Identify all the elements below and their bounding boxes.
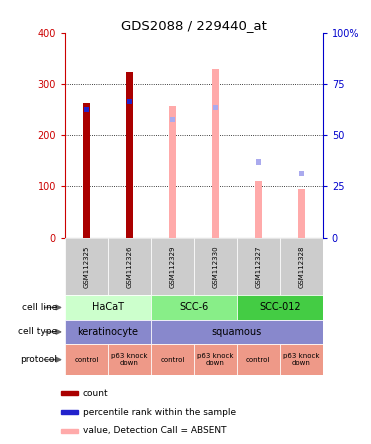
Bar	[280, 238, 323, 295]
Bar	[237, 295, 323, 320]
Text: percentile rank within the sample: percentile rank within the sample	[82, 408, 236, 416]
Bar	[127, 99, 132, 104]
Bar	[170, 116, 175, 122]
Bar	[280, 344, 323, 375]
Bar	[194, 344, 237, 375]
Bar	[83, 103, 90, 238]
Text: squamous: squamous	[212, 327, 262, 337]
Text: control: control	[160, 357, 184, 363]
Bar	[213, 105, 218, 111]
Title: GDS2088 / 229440_at: GDS2088 / 229440_at	[121, 19, 267, 32]
Text: control: control	[246, 357, 270, 363]
Bar	[61, 391, 78, 395]
Text: count: count	[82, 388, 108, 398]
Text: keratinocyte: keratinocyte	[78, 327, 138, 337]
Bar	[256, 159, 261, 165]
Bar	[61, 410, 78, 414]
Bar	[237, 238, 280, 295]
Bar	[237, 344, 280, 375]
Text: control: control	[74, 357, 99, 363]
Text: p63 knock
down: p63 knock down	[111, 353, 148, 366]
Bar	[151, 295, 237, 320]
Bar	[65, 238, 108, 295]
Text: GSM112328: GSM112328	[298, 245, 304, 288]
Bar	[126, 71, 132, 238]
Bar	[151, 320, 323, 344]
Bar	[255, 182, 262, 238]
Bar	[194, 238, 237, 295]
Bar	[65, 295, 151, 320]
Bar	[108, 344, 151, 375]
Text: value, Detection Call = ABSENT: value, Detection Call = ABSENT	[82, 426, 226, 436]
Bar	[212, 69, 219, 238]
Text: p63 knock
down: p63 knock down	[197, 353, 234, 366]
Bar	[151, 238, 194, 295]
Text: GSM112325: GSM112325	[83, 245, 89, 288]
Bar	[299, 170, 304, 176]
Bar	[151, 344, 194, 375]
Text: p63 knock
down: p63 knock down	[283, 353, 319, 366]
Text: protocol: protocol	[20, 355, 58, 364]
Text: GSM112326: GSM112326	[127, 245, 132, 288]
Bar	[84, 107, 89, 112]
Text: cell type: cell type	[19, 327, 58, 337]
Text: GSM112329: GSM112329	[169, 245, 175, 288]
Bar	[108, 238, 151, 295]
Text: cell line: cell line	[22, 303, 58, 312]
Text: GSM112327: GSM112327	[255, 245, 261, 288]
Bar	[298, 189, 305, 238]
Text: HaCaT: HaCaT	[92, 302, 124, 313]
Text: GSM112330: GSM112330	[212, 245, 219, 288]
Bar	[65, 320, 151, 344]
Bar	[61, 429, 78, 433]
Text: SCC-6: SCC-6	[179, 302, 209, 313]
Bar	[169, 106, 175, 238]
Bar	[65, 344, 108, 375]
Text: SCC-012: SCC-012	[259, 302, 301, 313]
